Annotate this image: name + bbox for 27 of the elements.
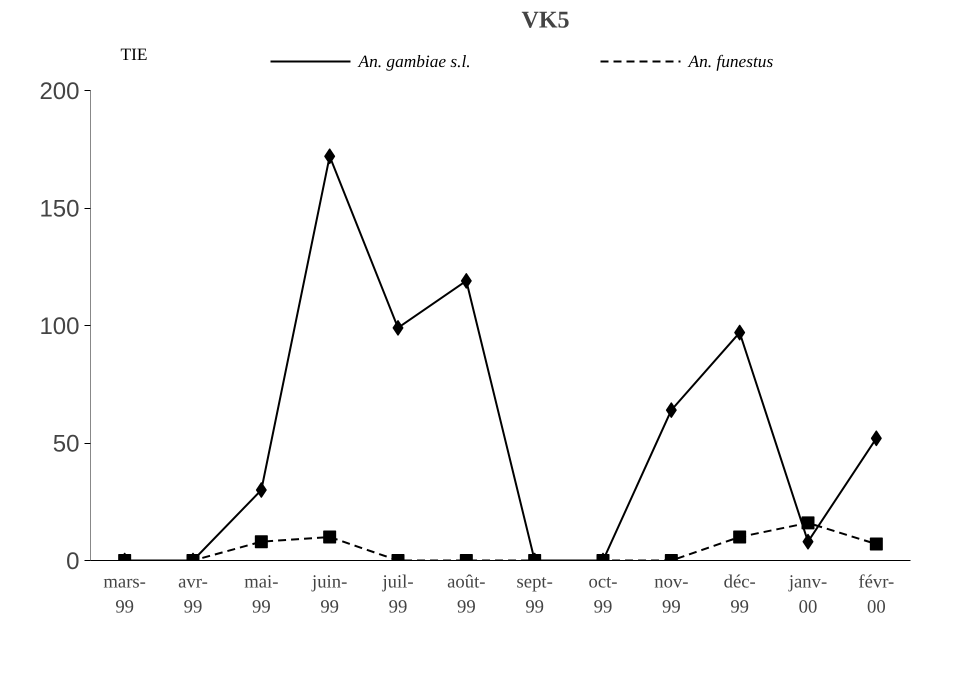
point bbox=[323, 530, 336, 544]
x-tick-label: avr- 99 bbox=[178, 572, 208, 618]
y-tick-label: 200 bbox=[39, 78, 80, 105]
x-tick-label: juil- 99 bbox=[381, 572, 414, 618]
y-axis-title: TIE bbox=[120, 45, 148, 64]
x-tick-label: déc- 99 bbox=[724, 572, 756, 618]
x-tick-label: févr- 00 bbox=[858, 572, 894, 618]
x-tick-label: janv- 00 bbox=[788, 572, 828, 618]
point bbox=[254, 535, 268, 548]
point bbox=[870, 538, 883, 551]
x-tick-label: juin- 99 bbox=[311, 572, 348, 618]
y-tick-label: 150 bbox=[39, 196, 80, 222]
x-tick-label: nov- 99 bbox=[654, 572, 688, 618]
x-tick-label: août- 99 bbox=[447, 572, 486, 618]
legend-label: An. gambiae s.l. bbox=[358, 52, 471, 71]
point bbox=[733, 530, 746, 544]
point bbox=[256, 482, 267, 498]
y-tick-label: 0 bbox=[66, 548, 80, 575]
x-tick-label: mars- 99 bbox=[103, 572, 146, 618]
point bbox=[802, 516, 814, 530]
x-tick-label: mai- 99 bbox=[244, 572, 278, 618]
x-tick-label: oct- 99 bbox=[588, 572, 618, 618]
legend-label: An. funestus bbox=[688, 52, 774, 71]
y-tick-label: 100 bbox=[39, 313, 80, 340]
y-tick-label: 50 bbox=[52, 430, 80, 458]
chart-title: VK5 bbox=[522, 8, 570, 34]
x-tick-label: sept- 99 bbox=[516, 572, 553, 618]
